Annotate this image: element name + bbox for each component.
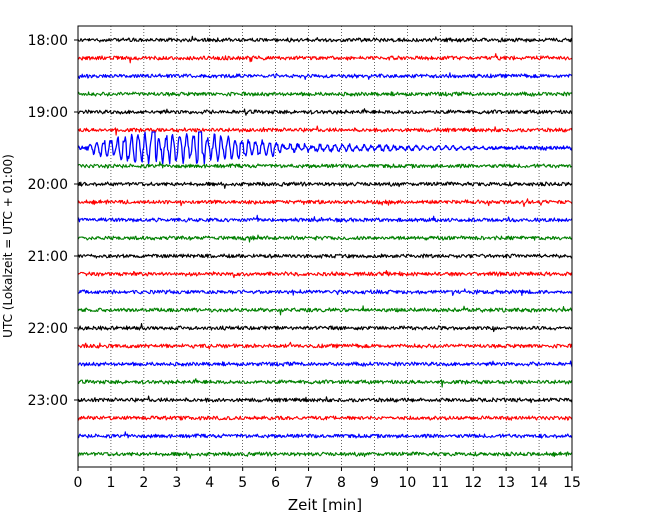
seismogram-trace [77,378,573,388]
traces [77,35,573,459]
y-tick-label: 23:00 [28,393,68,409]
seismogram-trace [77,253,573,259]
seismogram-trace [77,53,573,64]
x-tick-label: 10 [398,475,416,491]
x-tick-label: 7 [304,475,313,491]
seismogram-trace [77,395,573,404]
seismogram-trace [77,125,573,136]
seismogram-trace [77,35,573,43]
plot-frame [77,25,573,468]
seismogram-trace [77,234,573,243]
seismogram-trace [77,198,573,208]
y-tick-label: 18:00 [28,33,68,49]
y-tick-label: 20:00 [28,177,68,193]
x-tick-label: 14 [530,475,548,491]
x-axis-label: Zeit [min] [288,496,362,514]
seismogram-trace [77,181,573,189]
y-tick-label: 22:00 [28,321,68,337]
seismogram-trace [77,360,573,368]
y-tick-label: 21:00 [28,249,68,265]
x-tick-label: 5 [238,475,247,491]
x-tick-label: 13 [497,475,515,491]
seismogram-trace [77,131,573,165]
seismogram-trace [77,322,573,333]
seismogram-trace [77,431,573,439]
y-tick-label: 19:00 [28,105,68,121]
seismogram-trace [77,341,573,350]
y-axis-ticks: 18:00 19:00 20:00 21:00 22:00 23:00 [28,33,78,409]
x-tick-label: 8 [337,475,346,491]
seismogram-trace [77,91,573,97]
x-tick-label: 3 [172,475,181,491]
x-tick-label: 11 [431,475,449,491]
seismogram-trace [77,72,573,80]
seismogram-trace [77,214,573,223]
x-tick-label: 12 [464,475,482,491]
x-tick-label: 9 [370,475,379,491]
x-tick-label: 1 [106,475,115,491]
seismogram-trace [77,161,573,169]
seismogram-trace [77,451,573,459]
seismogram-trace [77,108,573,116]
x-tick-label: 4 [205,475,214,491]
x-tick-label: 0 [74,475,83,491]
x-axis-ticks: 0 1 2 3 4 5 6 7 8 9 10 11 12 13 14 15 [74,467,581,491]
seismogram-trace [77,288,573,297]
seismogram-trace [77,415,573,421]
x-tick-label: 6 [271,475,280,491]
x-tick-label: 15 [563,475,581,491]
seismogram-trace [77,305,573,316]
seismogram-trace [77,270,573,279]
y-axis-label: UTC (Lokalzeit = UTC + 01:00) [1,154,15,338]
x-tick-label: 2 [139,475,148,491]
